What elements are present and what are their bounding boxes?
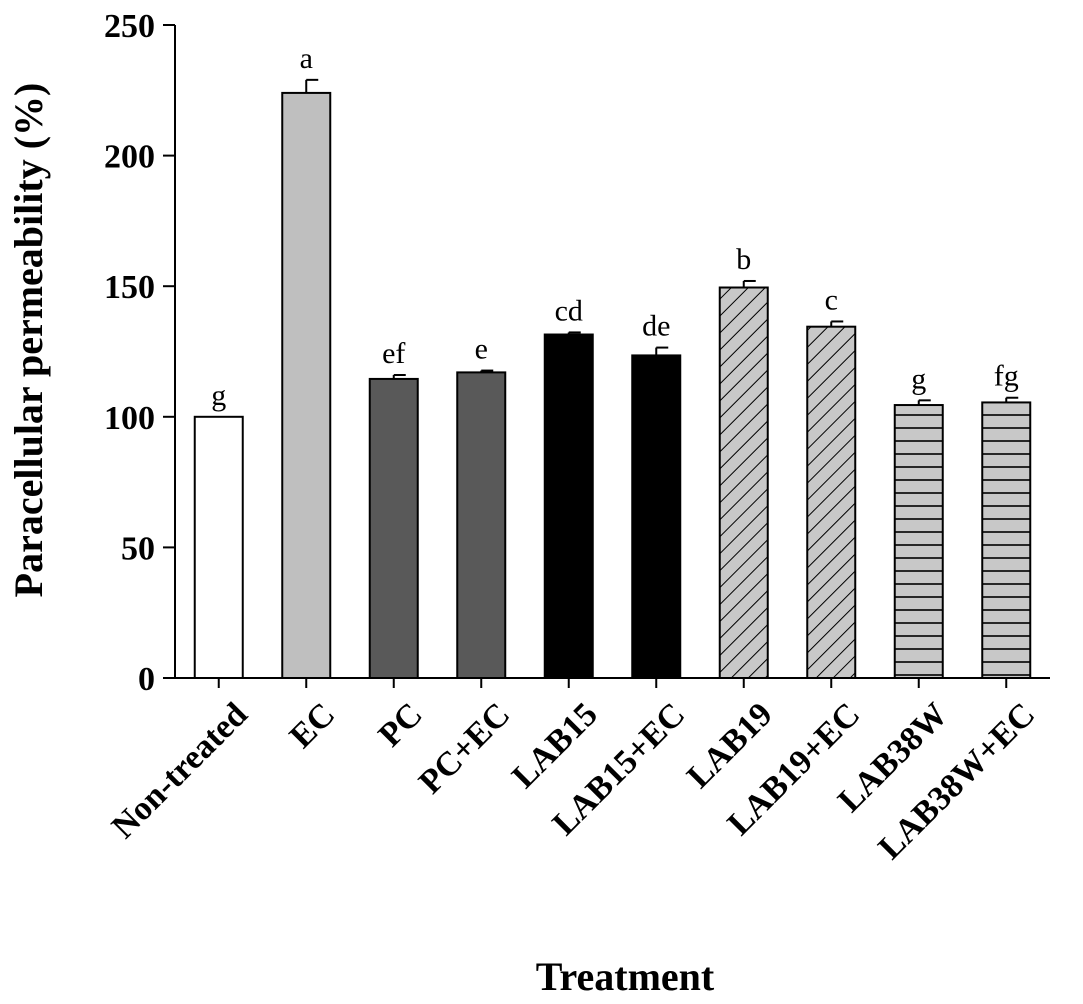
- bar-lab38w: [893, 404, 944, 679]
- y-tick-label: 200: [104, 139, 155, 176]
- y-tick-label: 250: [104, 8, 155, 45]
- bar-ec: [281, 91, 332, 680]
- y-tick-label: 150: [104, 269, 155, 306]
- bar-non-treated: [193, 415, 244, 679]
- y-tick-label: 0: [138, 661, 155, 698]
- y-tick-labels: 0 50 100 150 200 250: [104, 8, 155, 698]
- x-tick-label: LAB38W+EC: [872, 696, 1043, 867]
- x-tick-label: EC: [283, 696, 343, 756]
- y-tick-label: 100: [104, 400, 155, 437]
- x-tick-label: PC: [372, 696, 430, 754]
- bar-lab19: [718, 286, 769, 679]
- bar-lab38w-ec: [981, 401, 1032, 679]
- bar-lab15: [543, 333, 594, 679]
- significance-label: g: [211, 379, 226, 412]
- x-tick-label: PC+EC: [412, 696, 517, 801]
- bars: [193, 91, 1032, 680]
- significance-label: cd: [555, 294, 583, 327]
- significance-label: e: [475, 333, 488, 366]
- error-bars: [305, 78, 1019, 406]
- significance-label: c: [825, 283, 838, 316]
- significance-labels: g a ef e cd de b c g fg: [211, 42, 1019, 412]
- significance-label: a: [300, 42, 313, 75]
- significance-label: ef: [382, 337, 405, 370]
- bar-pc: [368, 377, 419, 679]
- significance-label: b: [736, 243, 751, 276]
- bar-pc-ec: [456, 371, 507, 679]
- significance-label: de: [642, 310, 670, 343]
- bar-lab15-ec: [631, 354, 682, 679]
- x-tick-label: Non-treated: [105, 696, 255, 846]
- x-tick-labels: Non-treated EC PCPC+ECLAB15LAB15+ECLAB19LA…: [105, 696, 1042, 867]
- bar-lab19-ec: [806, 325, 857, 679]
- significance-label: g: [911, 362, 926, 395]
- y-axis-title: Paracellular permeability (%): [6, 83, 51, 598]
- y-tick-label: 50: [121, 530, 155, 567]
- significance-label: fg: [994, 360, 1019, 393]
- x-axis-title: Treatment: [536, 954, 715, 999]
